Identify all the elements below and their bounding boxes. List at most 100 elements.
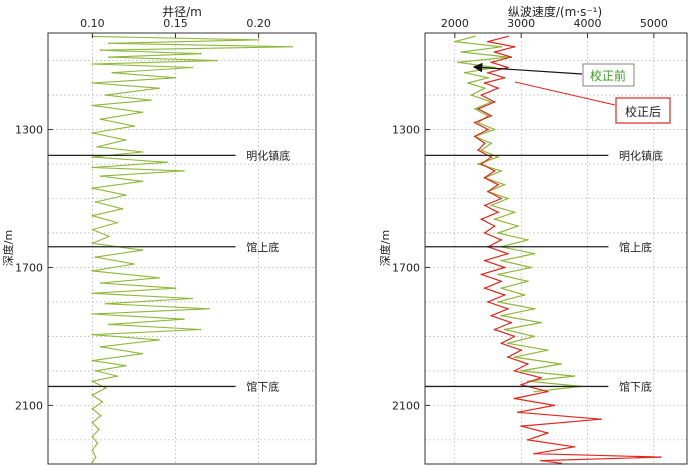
caliper-series-point-0 [91,394,94,396]
caliper-series-point-0 [182,318,185,321]
caliper-series-point-0 [111,71,114,74]
caliper-series-point-0 [98,428,100,431]
velocity-series-point-1 [490,156,493,159]
velocity-series-point-1 [540,376,542,379]
caliper-series-point-0 [91,104,94,107]
velocity-x-tick-label: 4000 [574,17,602,30]
velocity-series-line-0 [454,35,582,393]
caliper-series-point-0 [116,221,119,224]
velocity-series-point-1 [477,149,479,152]
velocity-series-point-1 [573,445,576,448]
velocity-series-point-1 [497,87,499,90]
velocity-x-tick-label: 3000 [507,17,535,30]
velocity-series-point-0 [526,239,529,241]
caliper-series-point-0 [158,87,160,90]
caliper-series-point-0 [91,359,94,362]
velocity-series-point-0 [473,108,476,110]
velocity-series-point-1 [473,121,476,124]
velocity-series-point-0 [457,61,460,64]
caliper-series-point-0 [291,45,293,48]
caliper-series-point-0 [99,175,102,178]
caliper-series-point-0 [191,297,194,300]
velocity-series-point-1 [503,76,506,79]
caliper-series-point-0 [133,125,135,127]
velocity-series-point-1 [520,383,523,386]
velocity-series-point-1 [480,94,483,96]
caliper-boundary-label-0: 明化镇底 [246,148,290,162]
caliper-series-point-0 [149,99,152,102]
velocity-series-point-1 [480,163,483,165]
velocity-series-point-1 [473,135,476,138]
velocity-series-point-1 [533,452,536,455]
velocity-series-point-1 [483,176,486,179]
legend-before: 校正前 [472,62,635,87]
velocity-series-point-1 [490,314,493,317]
velocity-series-point-1 [500,342,503,345]
velocity-series-point-0 [490,142,493,145]
caliper-plot-frame [47,32,317,465]
caliper-boundary-label-1: 馆上底 [246,240,279,254]
velocity-series-point-1 [487,71,489,74]
velocity-x-tick-label: 2000 [441,17,469,30]
velocity-series-point-1 [520,425,523,427]
velocity-series-point-0 [490,101,493,103]
caliper-y-tick-label: 2100 [15,399,43,412]
velocity-series-point-0 [546,349,549,352]
caliper-series-point-0 [91,313,94,315]
velocity-series-point-0 [477,121,479,124]
caliper-series-point-0 [104,302,107,305]
velocity-series-point-1 [503,266,506,269]
legend-after: 校正后 [514,81,671,124]
caliper-series-point-0 [141,111,144,114]
velocity-axis-title: 纵波速度/(m·s⁻¹) [508,4,602,19]
caliper-series-point-0 [158,276,160,279]
velocity-series-point-0 [520,370,523,372]
velocity-y-tick-label: 1300 [392,124,420,137]
velocity-series-point-0 [500,170,503,172]
velocity-series-point-0 [497,232,499,234]
velocity-series-point-0 [533,252,536,255]
caliper-series-point-0 [94,370,97,372]
caliper-series-point-0 [141,249,144,252]
caliper-series-point-0 [121,207,124,210]
caliper-series-point-0 [108,235,110,238]
legend-after-box [615,97,671,124]
velocity-series-point-1 [546,390,549,393]
caliper-series-point-0 [199,52,202,55]
velocity-series-point-0 [470,94,473,96]
velocity-series-point-1 [526,439,529,441]
velocity-series-point-1 [510,321,513,324]
velocity-series-point-0 [503,328,506,331]
velocity-series-point-0 [490,204,493,207]
velocity-series-point-1 [480,218,483,221]
caliper-series-point-0 [91,421,94,424]
caliper-x-tick-label: 0.15 [163,17,188,30]
caliper-series-point-0 [99,345,102,348]
velocity-y-axis-label: 深度/m [378,230,392,266]
caliper-series-point-0 [91,270,94,272]
velocity-series-point-1 [490,114,493,117]
velocity-series-point-0 [503,183,506,186]
caliper-series-point-0 [91,292,94,295]
caliper-series-point-0 [94,256,97,258]
caliper-series-point-0 [91,187,94,190]
caliper-series-point-0 [96,442,99,445]
velocity-series-point-1 [540,459,542,462]
velocity-series-point-0 [533,307,536,310]
velocity-series-point-0 [497,273,499,276]
velocity-series-point-1 [490,61,493,64]
velocity-series-point-0 [493,128,496,131]
caliper-series-point-0 [108,56,110,58]
caliper-series-point-0 [91,407,94,410]
velocity-plot-frame [424,32,688,465]
velocity-x-tick-label: 5000 [640,17,668,30]
velocity-series-point-1 [477,108,479,110]
caliper-series-point-0 [207,307,210,310]
caliper-series-point-0 [91,166,94,169]
velocity-series-point-0 [477,163,479,165]
caliper-y-ticks: 1300 1700 2100 [15,124,53,412]
caliper-series-point-0 [101,401,104,403]
caliper-series-point-0 [99,414,102,417]
